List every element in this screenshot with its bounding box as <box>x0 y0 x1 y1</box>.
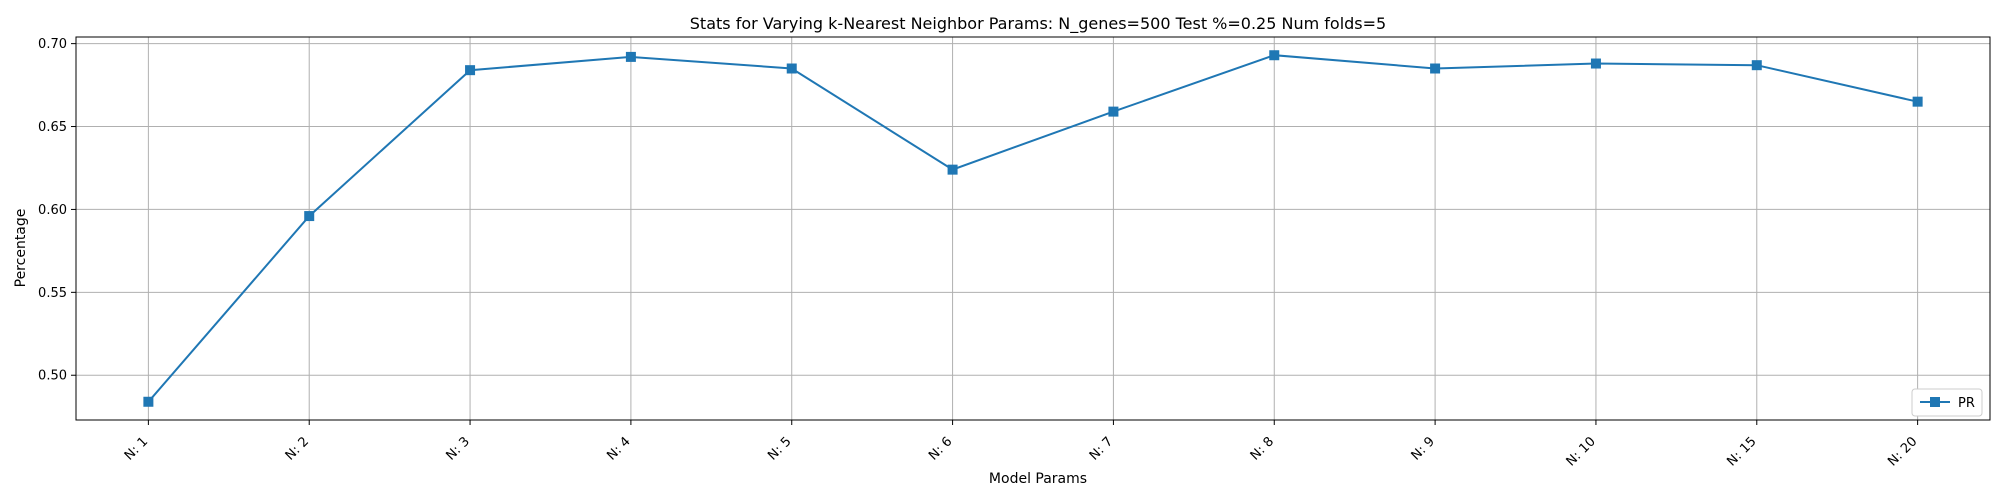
data-point <box>947 164 958 175</box>
data-point <box>1108 106 1119 117</box>
data-point <box>1751 60 1762 71</box>
data-point <box>304 211 315 222</box>
data-point <box>465 65 476 76</box>
legend-label: PR <box>1958 396 1975 411</box>
data-point <box>143 396 154 407</box>
y-tick-label: 0.65 <box>38 120 67 135</box>
data-point <box>786 63 797 74</box>
chart-title: Stats for Varying k-Nearest Neighbor Par… <box>690 14 1386 34</box>
data-point <box>1269 50 1280 61</box>
data-point <box>1430 63 1441 74</box>
data-point <box>625 51 636 62</box>
y-tick-label: 0.55 <box>38 286 67 301</box>
plot-area <box>75 36 1991 421</box>
y-tick-label: 0.70 <box>38 37 67 52</box>
x-axis-label: Model Params <box>989 471 1087 487</box>
legend-marker <box>1930 397 1940 407</box>
y-tick-label: 0.60 <box>38 203 67 218</box>
y-axis-ticks: 0.50 0.55 0.60 0.65 0.70 <box>38 37 76 384</box>
data-point <box>1912 96 1923 107</box>
grid <box>76 37 1990 420</box>
y-tick-label: 0.50 <box>38 369 67 384</box>
y-axis-label: Percentage <box>13 209 29 288</box>
series-layer <box>143 50 1923 407</box>
series-line-pr <box>147 54 1918 403</box>
legend: PR <box>1911 388 1983 417</box>
data-point <box>1590 58 1601 69</box>
